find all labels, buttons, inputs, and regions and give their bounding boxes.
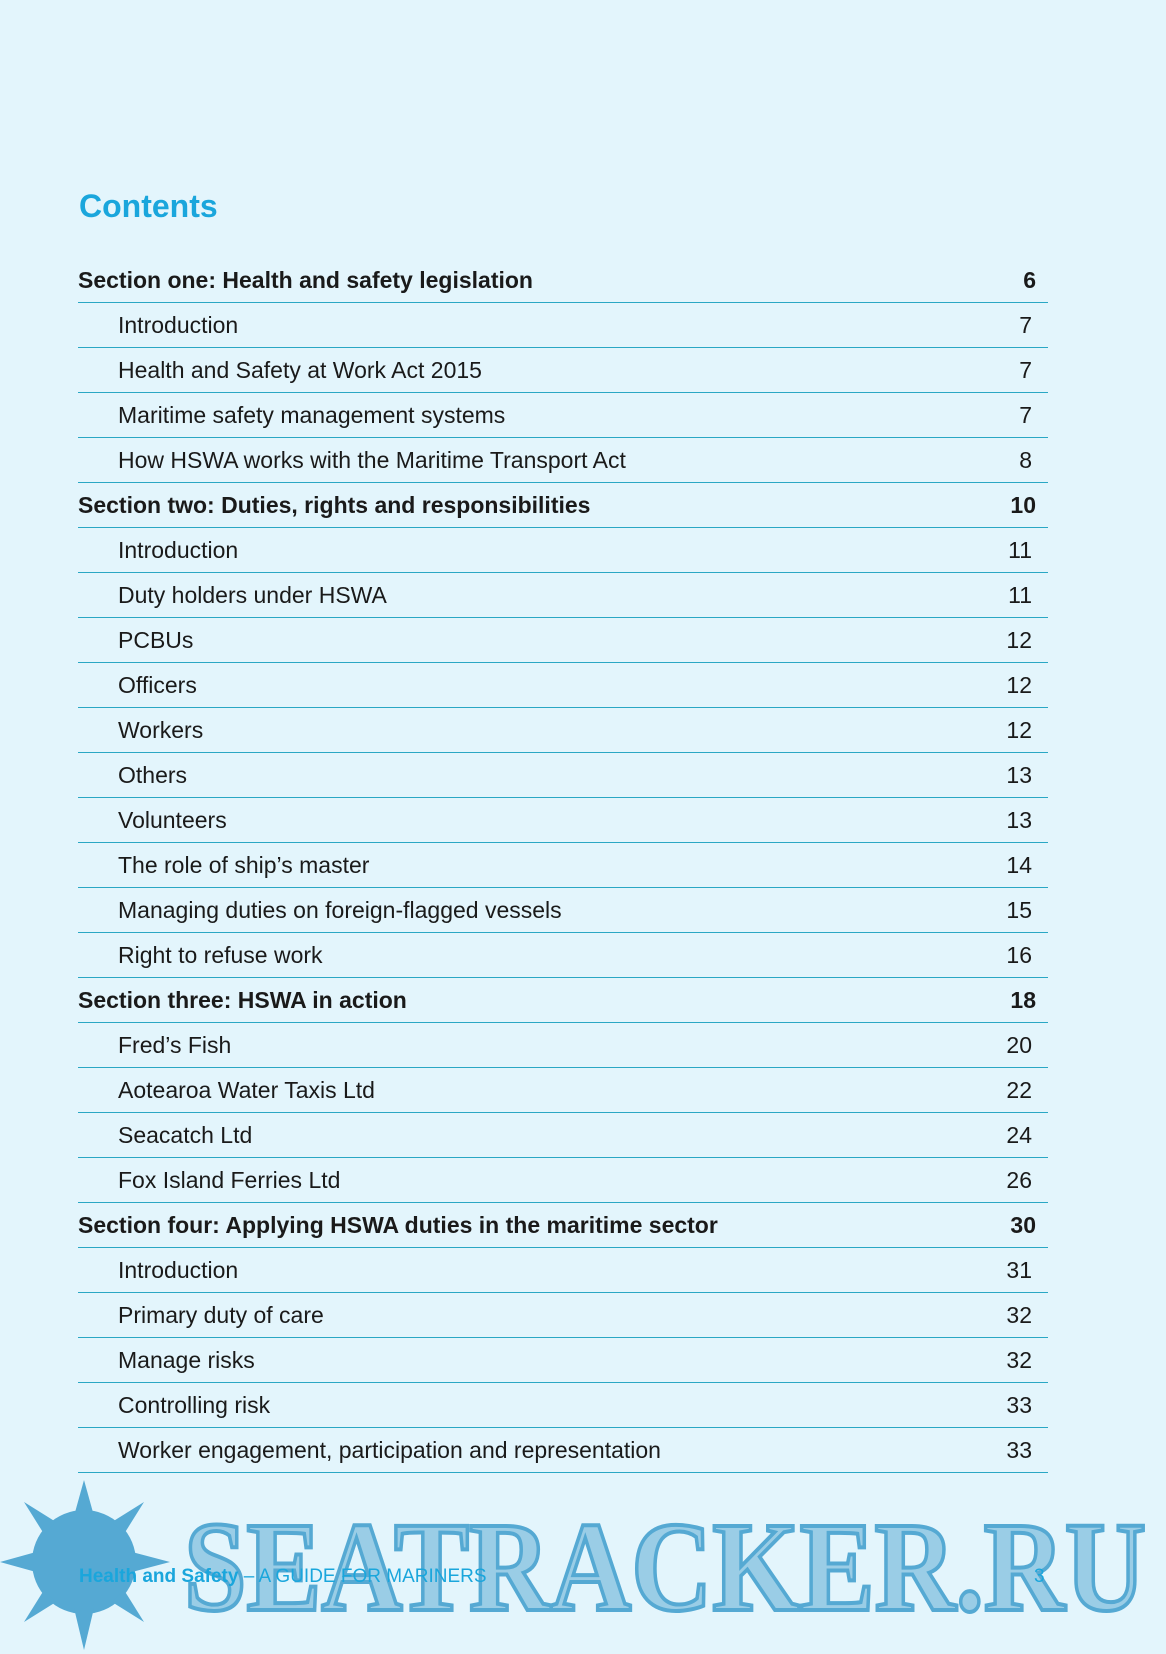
toc-label: Others: [118, 761, 188, 788]
toc-row: Section one: Health and safety legislati…: [78, 258, 1048, 303]
toc-label: Section four: Applying HSWA duties in th…: [78, 1211, 718, 1238]
toc-page: 18: [1010, 986, 1036, 1013]
toc-row: Introduction 11: [78, 528, 1048, 573]
contents-title: Contents: [79, 188, 218, 224]
toc-row: Fred’s Fish 20: [78, 1023, 1048, 1068]
toc-page: 14: [1006, 851, 1032, 878]
toc-label: Managing duties on foreign-flagged vesse…: [118, 896, 562, 923]
toc-page: 13: [1006, 806, 1032, 833]
toc-row: Manage risks 32: [78, 1338, 1048, 1383]
toc-row: Primary duty of care 32: [78, 1293, 1048, 1338]
toc-page: 7: [1019, 311, 1032, 338]
toc-list: Section one: Health and safety legislati…: [78, 258, 1048, 1473]
toc-label: Manage risks: [118, 1346, 255, 1373]
toc-row: Controlling risk 33: [78, 1383, 1048, 1428]
toc-row: Worker engagement, participation and rep…: [78, 1428, 1048, 1473]
toc-label: Introduction: [118, 1256, 239, 1283]
toc-page: 13: [1006, 761, 1032, 788]
toc-label: Maritime safety management systems: [118, 401, 506, 428]
toc-label: Aotearoa Water Taxis Ltd: [118, 1076, 375, 1103]
toc-label: Section two: Duties, rights and responsi…: [78, 491, 591, 518]
toc-label: The role of ship’s master: [118, 851, 370, 878]
toc-row: Maritime safety management systems 7: [78, 393, 1048, 438]
toc-page: 15: [1006, 896, 1032, 923]
toc-row: Officers 12: [78, 663, 1048, 708]
toc-row: Right to refuse work 16: [78, 933, 1048, 978]
toc-label: Primary duty of care: [118, 1301, 324, 1328]
toc-label: Right to refuse work: [118, 941, 323, 968]
footer-page: 3: [1034, 1566, 1045, 1587]
toc-page: 12: [1006, 716, 1032, 743]
toc-row: Duty holders under HSWA 11: [78, 573, 1048, 618]
toc-label: Volunteers: [118, 806, 227, 833]
toc-page: 26: [1006, 1166, 1032, 1193]
toc-row: The role of ship’s master 14: [78, 843, 1048, 888]
toc-page: 24: [1006, 1121, 1032, 1148]
toc-page: 8: [1019, 446, 1032, 473]
toc-page: 16: [1006, 941, 1032, 968]
toc-page: 33: [1006, 1391, 1032, 1418]
toc-page: 12: [1006, 626, 1032, 653]
toc-row: Introduction 31: [78, 1248, 1048, 1293]
toc-row: How HSWA works with the Maritime Transpo…: [78, 438, 1048, 483]
toc-label: Introduction: [118, 311, 239, 338]
footer-title: Health and Safety: [79, 1566, 239, 1587]
toc-label: Introduction: [118, 536, 239, 563]
toc-page: 12: [1006, 671, 1032, 698]
toc-page: 11: [1008, 581, 1032, 608]
toc-page: 32: [1006, 1346, 1032, 1373]
toc-page: 30: [1010, 1211, 1036, 1238]
toc-label: Worker engagement, participation and rep…: [118, 1436, 661, 1463]
watermark-text: SEATRACKER.RU: [184, 1496, 1146, 1638]
footer-subtitle: – A GUIDE FOR MARINERS: [238, 1566, 487, 1587]
toc-row: PCBUs 12: [78, 618, 1048, 663]
toc-label: Controlling risk: [118, 1391, 271, 1418]
toc-page: 31: [1006, 1256, 1032, 1283]
toc-label: Officers: [118, 671, 197, 698]
footer: Health and Safety – A GUIDE FOR MARINERS: [79, 1566, 487, 1588]
toc-row: Fox Island Ferries Ltd 26: [78, 1158, 1048, 1203]
toc-label: Fox Island Ferries Ltd: [118, 1166, 341, 1193]
toc-row: Section two: Duties, rights and responsi…: [78, 483, 1048, 528]
toc-label: Section one: Health and safety legislati…: [78, 266, 533, 293]
toc-row: Aotearoa Water Taxis Ltd 22: [78, 1068, 1048, 1113]
toc-page: 32: [1006, 1301, 1032, 1328]
toc-label: Duty holders under HSWA: [118, 581, 387, 608]
toc-label: Fred’s Fish: [118, 1031, 232, 1058]
toc-row: Workers 12: [78, 708, 1048, 753]
toc-label: How HSWA works with the Maritime Transpo…: [118, 446, 626, 473]
toc-page: 7: [1019, 356, 1032, 383]
toc-row: Volunteers 13: [78, 798, 1048, 843]
toc-label: Section three: HSWA in action: [78, 986, 407, 1013]
toc-page: 10: [1010, 491, 1036, 518]
toc-row: Others 13: [78, 753, 1048, 798]
toc-row: Introduction 7: [78, 303, 1048, 348]
toc-page: 33: [1006, 1436, 1032, 1463]
toc-label: Workers: [118, 716, 204, 743]
toc-page: 11: [1008, 536, 1032, 563]
toc-label: Seacatch Ltd: [118, 1121, 253, 1148]
toc-row: Managing duties on foreign-flagged vesse…: [78, 888, 1048, 933]
sun-logo: [0, 1480, 170, 1650]
toc-page: 6: [1023, 266, 1036, 293]
toc-row: Section three: HSWA in action 18: [78, 978, 1048, 1023]
toc-row: Seacatch Ltd 24: [78, 1113, 1048, 1158]
toc-row: Section four: Applying HSWA duties in th…: [78, 1203, 1048, 1248]
toc-label: PCBUs: [118, 626, 194, 653]
toc-page: 20: [1006, 1031, 1032, 1058]
watermark: SEATRACKER.RU: [0, 1480, 1148, 1650]
toc-label: Health and Safety at Work Act 2015: [118, 356, 482, 383]
toc-row: Health and Safety at Work Act 2015 7: [78, 348, 1048, 393]
toc-page: 22: [1006, 1076, 1032, 1103]
toc-page: 7: [1019, 401, 1032, 428]
